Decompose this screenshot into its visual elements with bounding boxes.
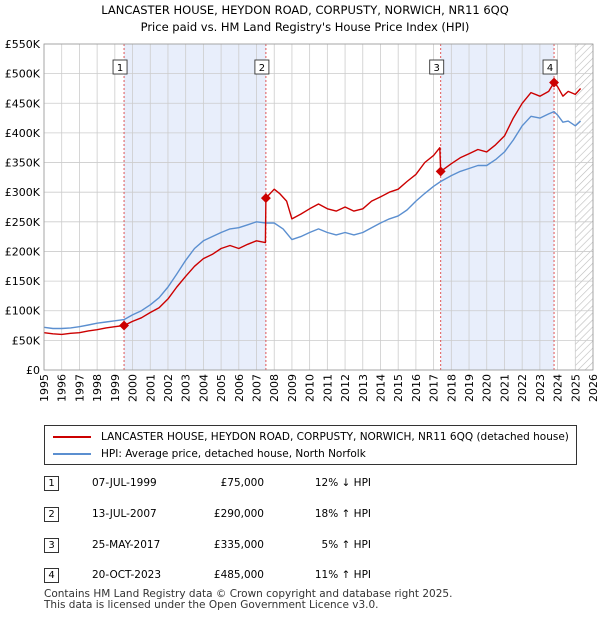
sale-label: 4 bbox=[547, 63, 553, 74]
sale-label-box bbox=[429, 59, 445, 75]
sale-date: 25-MAY-2017 bbox=[92, 539, 161, 551]
x-tick-label: 2002 bbox=[162, 374, 175, 402]
y-tick-label: £500K bbox=[5, 68, 41, 81]
table-row: 1 07-JUL-1999 £75,000 12% ↓ HPI bbox=[44, 476, 584, 496]
x-tick-label: 2006 bbox=[233, 374, 246, 402]
sale-number: 3 bbox=[44, 538, 59, 553]
x-tick-label: 2013 bbox=[357, 374, 370, 402]
plot-frame bbox=[43, 43, 594, 371]
footer-licence: This data is licensed under the Open Gov… bbox=[44, 599, 379, 611]
table-row: 2 13-JUL-2007 £290,000 18% ↑ HPI bbox=[44, 507, 584, 527]
x-tick-label: 2008 bbox=[268, 374, 281, 402]
ownership-shade bbox=[440, 44, 555, 370]
x-tick-label: 2025 bbox=[569, 374, 582, 402]
x-tick-label: 2020 bbox=[481, 374, 494, 402]
sale-label: 1 bbox=[117, 63, 123, 74]
y-tick-label: £550K bbox=[5, 38, 41, 51]
legend-swatch-hpi bbox=[53, 453, 91, 455]
property-series-line bbox=[43, 81, 582, 336]
x-tick-label: 2003 bbox=[180, 374, 193, 402]
y-tick-label: £150K bbox=[5, 275, 41, 288]
x-tick-label: 2014 bbox=[374, 374, 387, 402]
sale-date: 13-JUL-2007 bbox=[92, 508, 157, 520]
ownership-shade bbox=[124, 44, 266, 370]
y-tick-label: £100K bbox=[5, 305, 41, 318]
sale-label: 3 bbox=[434, 63, 440, 74]
sale-hpi-diff: 11% ↑ HPI bbox=[314, 569, 371, 581]
sale-point bbox=[260, 193, 271, 204]
sale-label-box bbox=[254, 59, 270, 75]
legend-item-property: LANCASTER HOUSE, HEYDON ROAD, CORPUSTY, … bbox=[53, 429, 569, 445]
sale-hpi-diff: 5% ↑ HPI bbox=[321, 539, 371, 551]
sale-price: £485,000 bbox=[213, 569, 264, 581]
x-tick-label: 2015 bbox=[392, 374, 405, 402]
sale-label-box bbox=[542, 59, 558, 75]
sale-price: £290,000 bbox=[213, 508, 264, 520]
sale-date: 07-JUL-1999 bbox=[92, 477, 157, 489]
x-tick-label: 1995 bbox=[38, 374, 51, 402]
chart-subtitle: Price paid vs. HM Land Registry's House … bbox=[141, 20, 470, 34]
x-tick-label: 2017 bbox=[428, 374, 441, 402]
legend-item-hpi: HPI: Average price, detached house, Nort… bbox=[53, 446, 366, 462]
forecast-hatch bbox=[575, 44, 593, 370]
x-tick-label: 2011 bbox=[321, 374, 334, 402]
x-tick-label: 2001 bbox=[144, 374, 157, 402]
x-tick-label: 2012 bbox=[339, 374, 352, 402]
x-tick-label: 2000 bbox=[127, 374, 140, 402]
footer: Contains HM Land Registry data © Crown c… bbox=[44, 589, 452, 611]
legend-label-hpi: HPI: Average price, detached house, Nort… bbox=[101, 448, 366, 460]
sale-point bbox=[549, 77, 559, 88]
x-tick-label: 2026 bbox=[587, 374, 600, 402]
x-tick-label: 2007 bbox=[251, 374, 264, 402]
x-tick-label: 2019 bbox=[463, 374, 476, 402]
sale-price: £75,000 bbox=[220, 477, 264, 489]
sale-label-box bbox=[112, 59, 128, 75]
y-tick-label: £400K bbox=[5, 127, 41, 140]
sale-label: 2 bbox=[259, 63, 265, 74]
x-tick-label: 2004 bbox=[197, 374, 210, 402]
chart-title: LANCASTER HOUSE, HEYDON ROAD, CORPUSTY, … bbox=[101, 3, 509, 17]
y-tick-label: £50K bbox=[12, 334, 41, 347]
sale-number: 4 bbox=[44, 568, 59, 583]
y-tick-label: £250K bbox=[5, 216, 41, 229]
y-tick-label: £0 bbox=[26, 364, 40, 377]
x-tick-label: 2009 bbox=[286, 374, 299, 402]
table-row: 3 25-MAY-2017 £335,000 5% ↑ HPI bbox=[44, 538, 584, 558]
table-row: 4 20-OCT-2023 £485,000 11% ↑ HPI bbox=[44, 568, 584, 588]
x-tick-label: 2024 bbox=[552, 374, 565, 402]
x-tick-label: 2023 bbox=[534, 374, 547, 402]
x-tick-label: 1998 bbox=[91, 374, 104, 402]
x-tick-label: 1999 bbox=[109, 374, 122, 402]
legend-swatch-property bbox=[53, 436, 91, 438]
sale-date: 20-OCT-2023 bbox=[92, 569, 161, 581]
y-tick-label: £350K bbox=[5, 157, 41, 170]
y-tick-label: £450K bbox=[5, 97, 41, 110]
sale-number: 1 bbox=[44, 476, 59, 491]
x-tick-label: 2016 bbox=[410, 374, 423, 402]
x-tick-label: 2010 bbox=[304, 374, 317, 402]
sale-hpi-diff: 18% ↑ HPI bbox=[314, 508, 371, 520]
x-tick-label: 1997 bbox=[73, 374, 86, 402]
x-tick-label: 2021 bbox=[498, 374, 511, 402]
y-tick-label: £300K bbox=[5, 186, 41, 199]
sale-price: £335,000 bbox=[213, 539, 264, 551]
sale-hpi-diff: 12% ↓ HPI bbox=[314, 477, 371, 489]
sale-number: 2 bbox=[44, 507, 59, 522]
footer-copyright: Contains HM Land Registry data © Crown c… bbox=[44, 588, 453, 600]
chart: LANCASTER HOUSE, HEYDON ROAD, CORPUSTY, … bbox=[5, 3, 600, 402]
legend: LANCASTER HOUSE, HEYDON ROAD, CORPUSTY, … bbox=[44, 425, 577, 465]
x-tick-label: 1996 bbox=[56, 374, 69, 402]
sale-point bbox=[435, 166, 446, 177]
y-tick-label: £200K bbox=[5, 245, 41, 258]
x-tick-label: 2018 bbox=[445, 374, 458, 402]
x-tick-label: 2022 bbox=[516, 374, 529, 402]
hpi-series-line bbox=[43, 110, 582, 330]
x-tick-label: 2005 bbox=[215, 374, 228, 402]
legend-label-property: LANCASTER HOUSE, HEYDON ROAD, CORPUSTY, … bbox=[101, 431, 569, 443]
